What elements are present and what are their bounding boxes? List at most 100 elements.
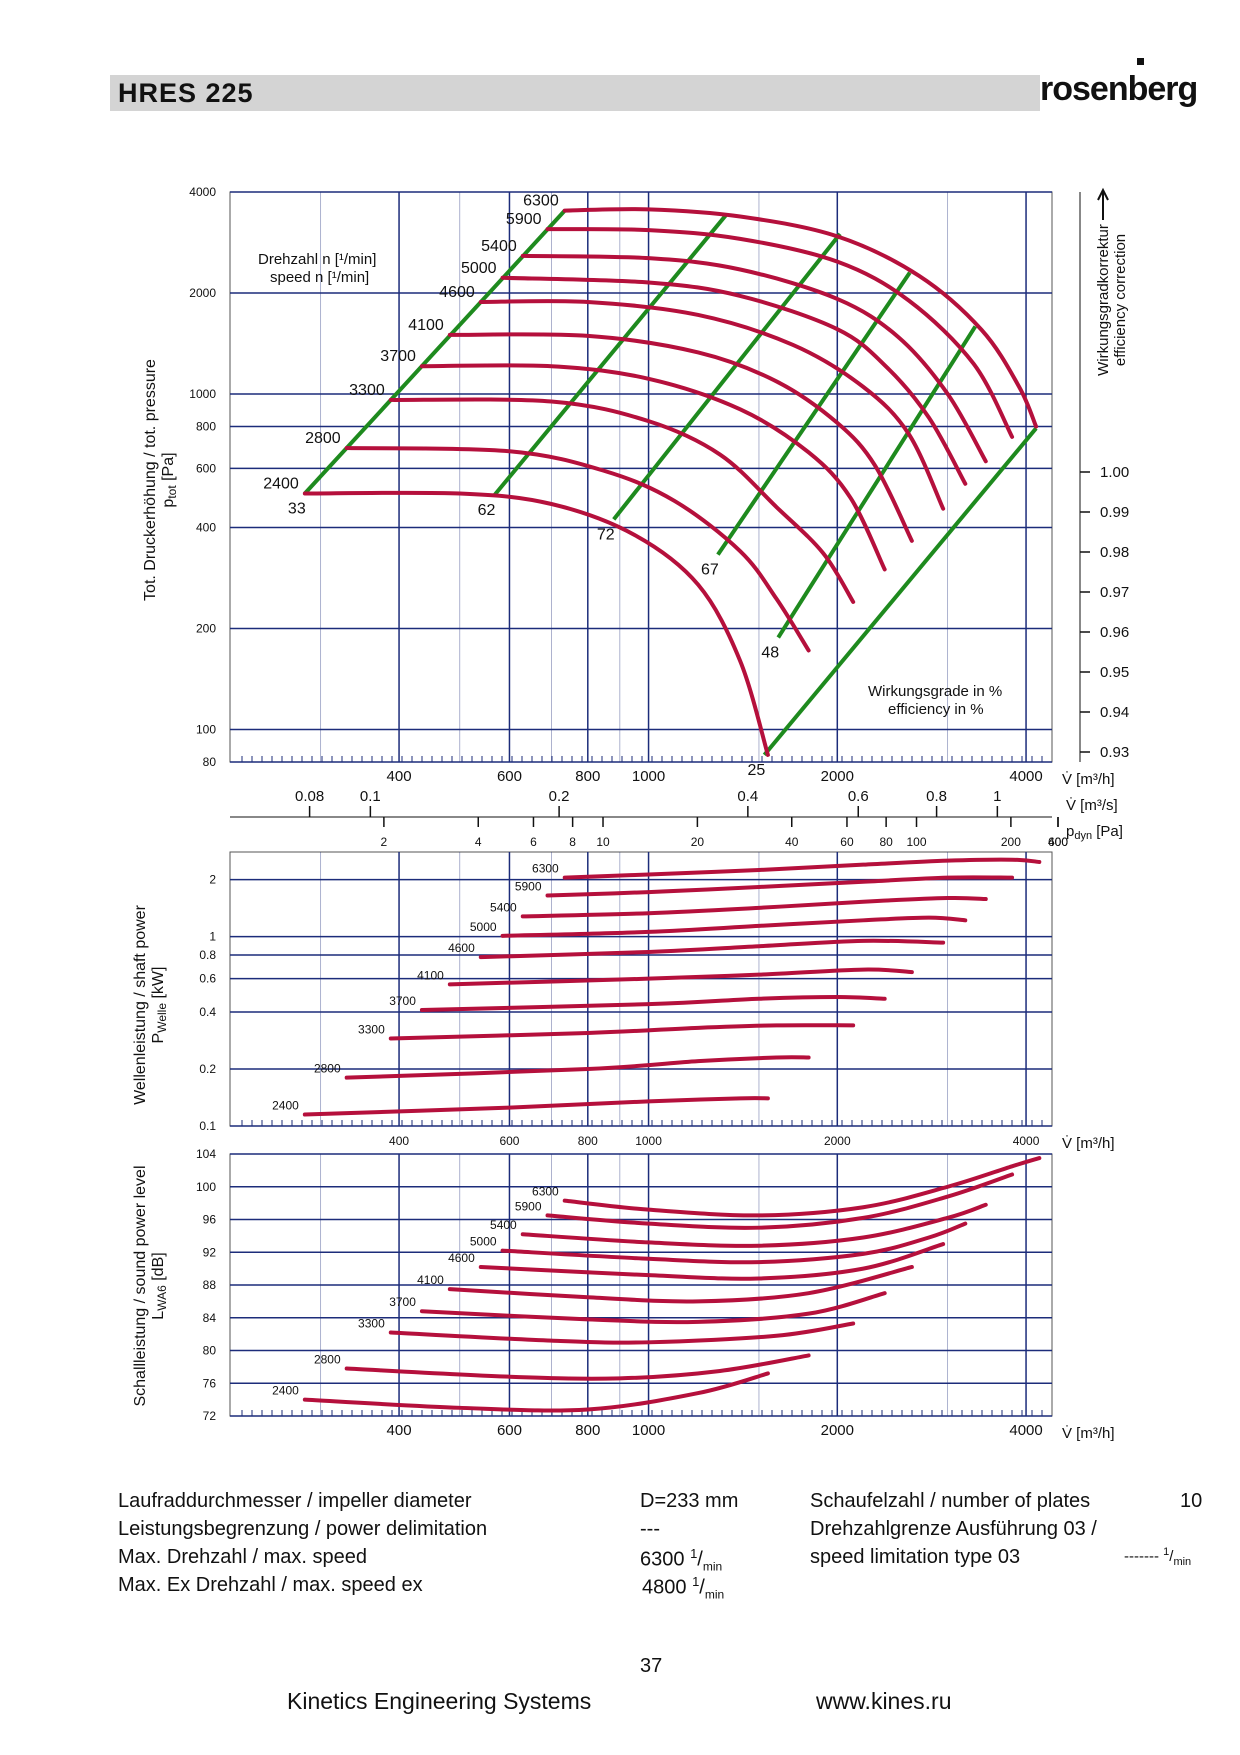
speed-curve-3700 (419, 1291, 887, 1325)
x-tick-label: 400 (387, 1422, 412, 1439)
footer-url[interactable]: www.kines.ru (816, 1688, 952, 1714)
correction-tick-label: 0.99 (1100, 504, 1129, 521)
speed-label-5400: 5400 (490, 900, 517, 914)
correction-tick-label: 0.95 (1100, 664, 1129, 681)
efficiency-line-72 (612, 232, 842, 521)
speed-curve-5000 (500, 275, 968, 486)
speed-curve-5400 (520, 1202, 988, 1248)
y-tick-label: 4000 (189, 185, 216, 199)
speed-curve-4600 (478, 938, 946, 960)
spec-value-max-speed-ex: 4800 1/min (642, 1574, 725, 1602)
speed-label-2800: 2800 (305, 430, 341, 447)
speed-label-4100: 4100 (417, 1273, 444, 1287)
speed-label-de: Drehzahl n [¹/min] (258, 251, 376, 268)
speed-label-4600: 4600 (439, 284, 475, 301)
m3s-axis-label: V̇ [m³/s] (1066, 797, 1118, 814)
m3s-tick-label: 1 (993, 788, 1001, 805)
speed-curve-4100 (447, 967, 914, 987)
x-tick-label: 1000 (632, 768, 665, 785)
power-axis-title-part: P (150, 1033, 167, 1044)
m3s-tick-label: 0.08 (295, 788, 324, 805)
power-axis-title-line: Wellenleistung / shaft power (132, 904, 149, 1104)
pdyn-tick-label: 4 (475, 835, 482, 849)
speed-curve-2800 (344, 1353, 811, 1381)
speed-label-2800: 2800 (314, 1062, 341, 1076)
pdyn-tick-label: 600 (1048, 835, 1068, 849)
efficiency-line-25 (762, 427, 1038, 757)
correction-axis-title: Wirkungsgradkorrektur efficiency correcti… (1095, 224, 1129, 376)
speed-label-en: speed n [¹/min] (270, 269, 369, 286)
y-tick-label: 200 (196, 621, 216, 635)
m3s-tick-label: 0.8 (926, 788, 947, 805)
y-tick-label: 80 (203, 1344, 217, 1358)
m3s-tick-label: 0.4 (737, 788, 758, 805)
speed-curve-5000 (500, 915, 968, 938)
pdyn-tick-label: 10 (596, 835, 610, 849)
y-tick-label: 104 (196, 1147, 216, 1161)
sound-axis-title-part: L (150, 1311, 167, 1320)
m3s-tick-label: 0.1 (360, 788, 381, 805)
spec-label-max-speed-ex: Max. Ex Drehzahl / max. speed ex (118, 1574, 423, 1596)
y-tick-label: 600 (196, 461, 216, 475)
speed-label-5000: 5000 (470, 1235, 497, 1249)
speed-curve-4100 (447, 1264, 914, 1304)
power-axis-title: Wellenleistung / shaft power PWelle [kW] (132, 904, 169, 1104)
y-tick-label: 96 (203, 1213, 217, 1227)
pressure-axis-title-part: [Pa] (160, 452, 177, 485)
y-tick-label: 1 (209, 930, 216, 944)
correction-tick-label: 0.93 (1100, 744, 1129, 761)
header-bar (110, 75, 1040, 111)
y-tick-label: 1000 (189, 387, 216, 401)
x-tick-label: 2000 (824, 1134, 851, 1148)
pdyn-axis-unit: [Pa] (1092, 823, 1123, 840)
correction-axis-title-line: Wirkungsgradkorrektur (1095, 224, 1112, 376)
speed-curve-3300 (388, 1321, 856, 1345)
speed-curve-5900 (545, 1172, 1015, 1230)
x-tick-label: 1000 (632, 1422, 665, 1439)
y-tick-label: 800 (196, 420, 216, 434)
sound-axis-title-line: Schallleistung / sound power level (132, 1165, 149, 1406)
y-tick-label: 100 (196, 1180, 216, 1194)
pressure-axis-title: Tot. Druckerhöhung / tot. pressure ptot [… (142, 359, 179, 601)
speed-label-5900: 5900 (515, 1199, 542, 1213)
spec-label-number-of-plates: Schaufelzahl / number of plates (810, 1490, 1091, 1512)
y-tick-label: 400 (196, 520, 216, 534)
speed-label-5900: 5900 (506, 211, 542, 228)
spec-label-impeller-diameter: Laufraddurchmesser / impeller diameter (118, 1490, 472, 1512)
spec-label-speed-limitation: Drehzahlgrenze Ausführung 03 / (810, 1518, 1097, 1540)
x-axis-label: V̇ [m³/h] (1062, 1135, 1115, 1152)
correction-tick-label: 0.96 (1100, 624, 1129, 641)
speed-curve-2800 (344, 1055, 811, 1080)
y-tick-label: 76 (203, 1376, 217, 1390)
speed-curve-3700 (419, 995, 887, 1012)
speed-curve-5900 (545, 875, 1015, 898)
speed-label-5000: 5000 (470, 920, 497, 934)
speed-label-5900: 5900 (515, 879, 542, 893)
speed-curve-4100 (447, 332, 914, 543)
speed-curve-3300 (388, 397, 856, 604)
pdyn-tick-label: 6 (530, 835, 537, 849)
speed-label-4100: 4100 (408, 317, 444, 334)
speed-curve-5400 (520, 895, 988, 919)
y-tick-label: 100 (196, 722, 216, 736)
efficiency-value-62: 62 (478, 502, 496, 519)
efficiency-value-48: 48 (761, 645, 779, 662)
logo-dot (1137, 58, 1144, 65)
efficiency-value-25: 25 (747, 762, 765, 779)
y-tick-label: 92 (203, 1245, 217, 1259)
speed-curve-5900 (545, 227, 1015, 439)
speed-curve-3300 (388, 1023, 856, 1041)
pressure-axis-title-part: p (160, 499, 177, 508)
correction-tick-label: 0.98 (1100, 544, 1129, 561)
x-axis-label: V̇ [m³/h] (1062, 771, 1115, 788)
speed-curve-3700 (419, 363, 887, 572)
speed-curve-2400 (302, 490, 770, 757)
speed-label-5000: 5000 (461, 260, 497, 277)
speed-curve-2400 (302, 1096, 770, 1117)
pdyn-tick-label: 80 (879, 835, 893, 849)
speed-label-3700: 3700 (389, 1295, 416, 1309)
footer-company: Kinetics Engineering Systems (287, 1688, 592, 1714)
y-tick-label: 72 (203, 1409, 217, 1423)
speed-label-6300: 6300 (523, 193, 559, 210)
pdyn-tick-label: 8 (569, 835, 576, 849)
